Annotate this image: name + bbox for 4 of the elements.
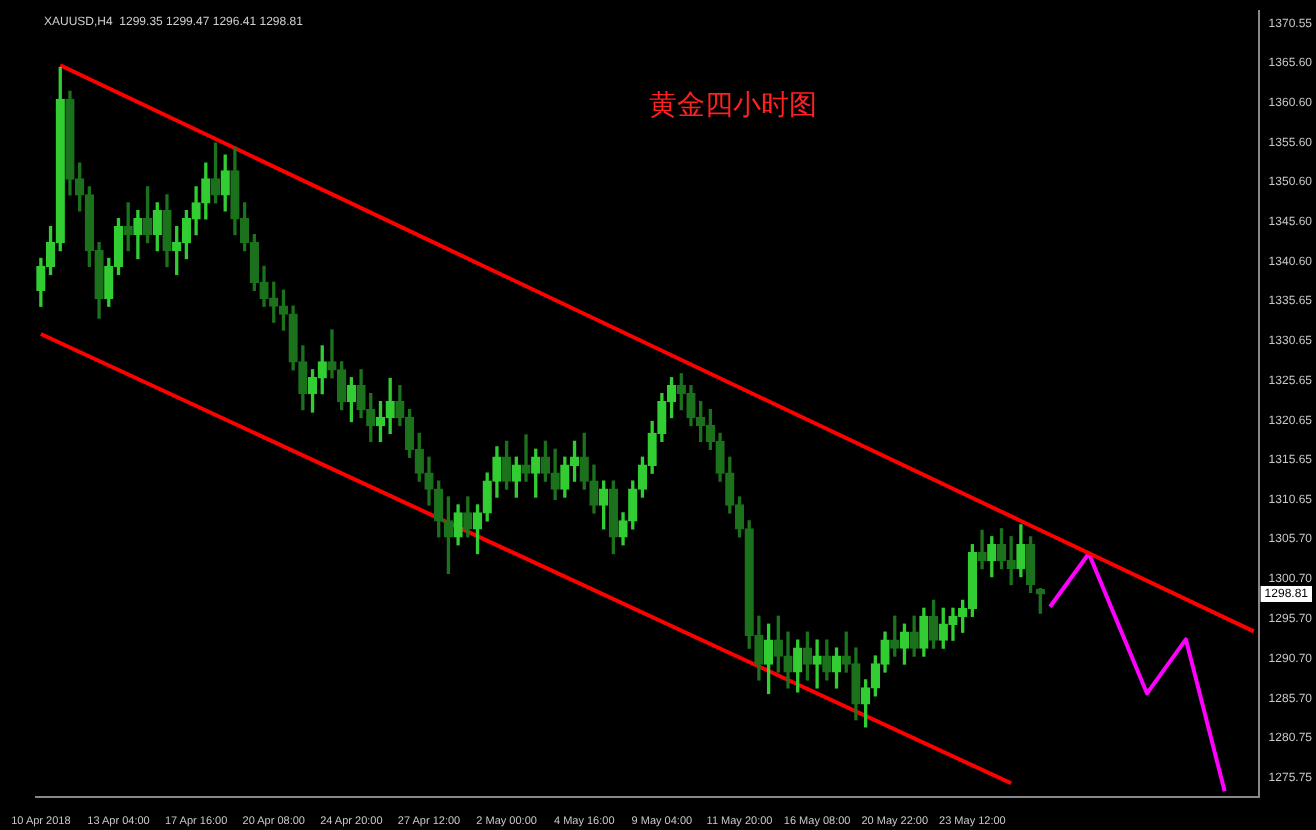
text: 黄金四小时图 — [648, 90, 817, 123]
candlestick — [521, 434, 531, 482]
candlestick — [812, 639, 822, 689]
candlestick — [977, 529, 987, 570]
